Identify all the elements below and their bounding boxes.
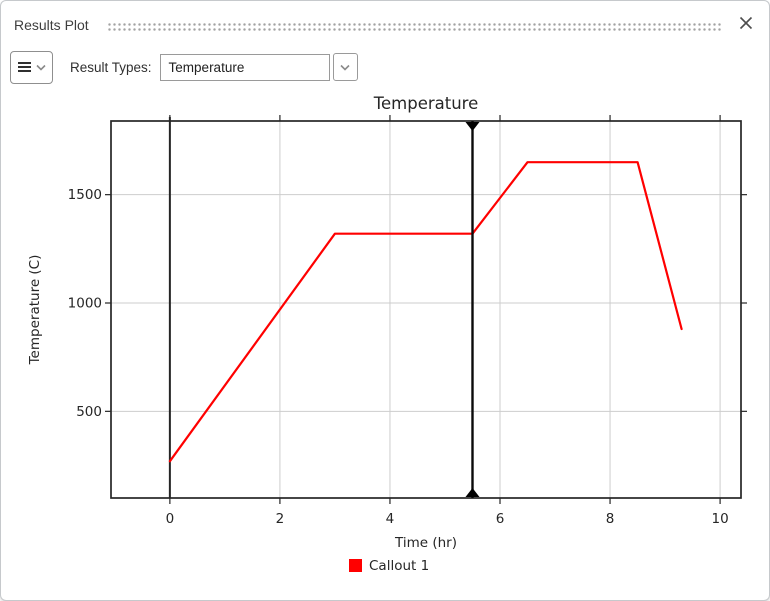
menu-icon xyxy=(17,62,31,72)
x-tick-label: 4 xyxy=(386,511,395,527)
y-axis-label: Temperature (C) xyxy=(27,255,43,366)
combo-chevron-down-icon xyxy=(340,58,350,76)
y-tick-label: 1000 xyxy=(68,296,102,312)
close-icon xyxy=(739,16,753,35)
close-button[interactable] xyxy=(737,16,755,34)
legend-label: Callout 1 xyxy=(369,558,429,574)
panel-titlebar: Results Plot xyxy=(1,1,769,38)
x-tick-label: 8 xyxy=(606,511,615,527)
drag-handle-dots[interactable] xyxy=(106,21,721,31)
plot-menu-button[interactable] xyxy=(10,50,53,84)
y-tick-label: 500 xyxy=(76,404,102,420)
y-tick-label: 1500 xyxy=(68,187,102,203)
chart-canvas: 0 2 4 6 8 10 500 1000 1500 Temperature Time (hr) Te… xyxy=(27,94,747,574)
cursor-bottom-marker[interactable] xyxy=(465,488,480,497)
result-type-combobox[interactable]: Temperature xyxy=(159,53,330,81)
x-tick-label: 0 xyxy=(166,511,175,527)
plot-border xyxy=(110,120,742,499)
chart-title: Temperature xyxy=(373,94,479,113)
result-type-dropdown-button[interactable] xyxy=(332,53,358,81)
x-tick-label: 2 xyxy=(276,511,285,527)
cursor-top-marker[interactable] xyxy=(465,122,480,131)
x-tick-label: 10 xyxy=(711,511,728,527)
panel-title: Results Plot xyxy=(14,17,89,33)
menu-chevron-down-icon xyxy=(35,58,46,76)
plot-toolbar: Result Types: Temperature xyxy=(10,50,769,84)
x-tick-label: 6 xyxy=(496,511,505,527)
legend-swatch xyxy=(349,559,362,572)
result-types-label: Result Types: xyxy=(70,59,152,75)
x-axis-label: Time (hr) xyxy=(394,535,457,551)
series-line xyxy=(168,161,683,463)
chart-area: 0 2 4 6 8 10 500 1000 1500 Temperature Time (hr) Te… xyxy=(1,89,770,594)
